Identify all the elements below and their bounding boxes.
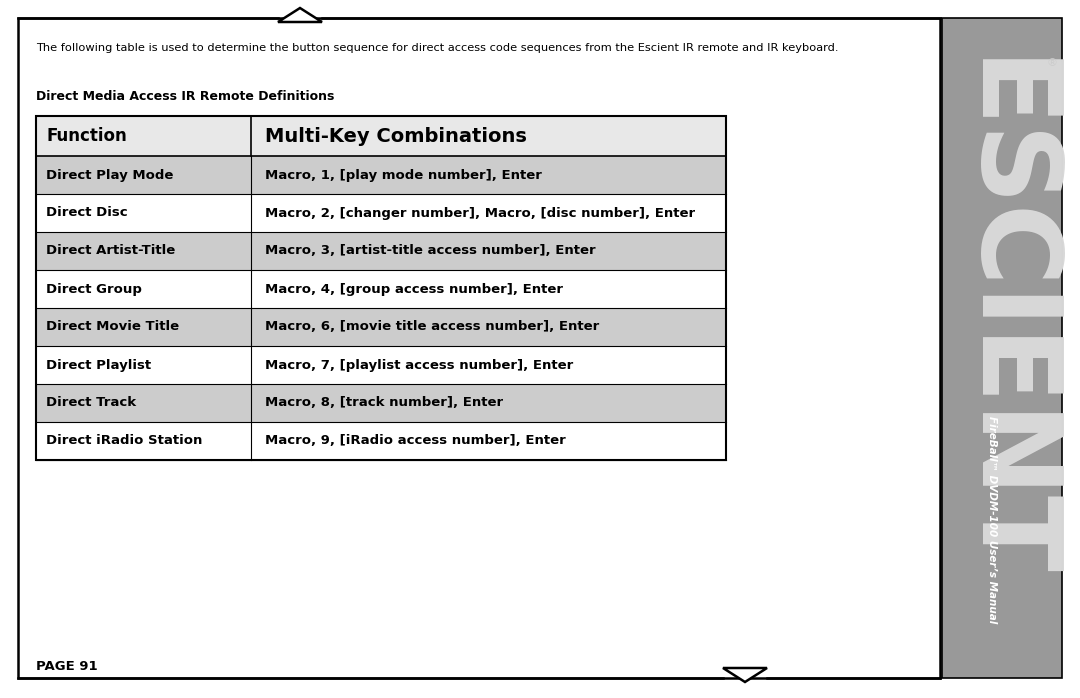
Text: Macro, 7, [playlist access number], Enter: Macro, 7, [playlist access number], Ente…: [265, 359, 573, 371]
Text: Direct Play Mode: Direct Play Mode: [46, 168, 174, 181]
Text: Direct Media Access IR Remote Definitions: Direct Media Access IR Remote Definition…: [36, 90, 335, 103]
Text: PAGE 91: PAGE 91: [36, 660, 97, 672]
Text: Macro, 4, [group access number], Enter: Macro, 4, [group access number], Enter: [265, 283, 563, 295]
Polygon shape: [278, 8, 322, 22]
Bar: [36, 156, 726, 194]
Bar: [36, 384, 726, 422]
Text: ®: ®: [1047, 58, 1057, 68]
Text: Direct Group: Direct Group: [46, 283, 141, 295]
Text: Direct Playlist: Direct Playlist: [46, 359, 151, 371]
Text: The following table is used to determine the button sequence for direct access c: The following table is used to determine…: [36, 43, 838, 53]
Bar: [36, 116, 726, 156]
Text: ESCIENT: ESCIENT: [948, 58, 1055, 582]
Text: Macro, 1, [play mode number], Enter: Macro, 1, [play mode number], Enter: [265, 168, 542, 181]
Bar: [36, 270, 726, 308]
Text: Macro, 9, [iRadio access number], Enter: Macro, 9, [iRadio access number], Enter: [265, 434, 566, 447]
Bar: [36, 346, 726, 384]
Text: Direct Artist-Title: Direct Artist-Title: [46, 244, 175, 258]
Text: Macro, 2, [changer number], Macro, [disc number], Enter: Macro, 2, [changer number], Macro, [disc…: [265, 207, 696, 219]
Bar: [36, 422, 726, 460]
Text: Macro, 3, [artist-title access number], Enter: Macro, 3, [artist-title access number], …: [265, 244, 596, 258]
Bar: [36, 308, 726, 346]
Text: Direct Disc: Direct Disc: [46, 207, 127, 219]
Text: FireBall™ DVDM-100 User’s Manual: FireBall™ DVDM-100 User’s Manual: [987, 417, 997, 623]
Text: Direct Movie Title: Direct Movie Title: [46, 320, 179, 334]
Bar: [942, 18, 1062, 678]
Bar: [36, 194, 726, 232]
Bar: [36, 116, 726, 460]
Text: Multi-Key Combinations: Multi-Key Combinations: [265, 126, 527, 145]
Text: Direct iRadio Station: Direct iRadio Station: [46, 434, 202, 447]
Bar: [18, 18, 940, 678]
Text: Macro, 6, [movie title access number], Enter: Macro, 6, [movie title access number], E…: [265, 320, 599, 334]
Text: Macro, 8, [track number], Enter: Macro, 8, [track number], Enter: [265, 396, 503, 410]
Bar: [36, 232, 726, 270]
Text: Function: Function: [46, 127, 126, 145]
Polygon shape: [723, 668, 767, 682]
Text: Direct Track: Direct Track: [46, 396, 136, 410]
